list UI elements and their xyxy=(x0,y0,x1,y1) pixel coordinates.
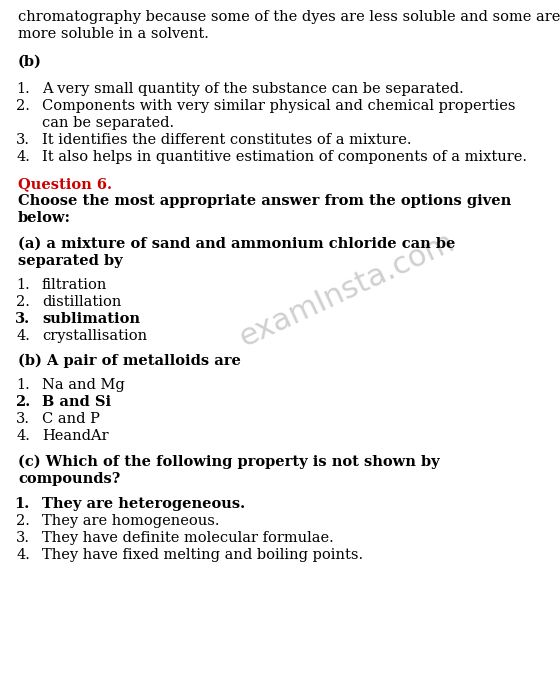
Text: 2.: 2. xyxy=(15,395,30,409)
Text: crystallisation: crystallisation xyxy=(42,329,147,343)
Text: They are heterogeneous.: They are heterogeneous. xyxy=(42,497,245,511)
Text: 1.: 1. xyxy=(15,497,30,511)
Text: examInsta.com: examInsta.com xyxy=(235,227,459,353)
Text: 1.: 1. xyxy=(16,278,30,292)
Text: separated by: separated by xyxy=(18,254,123,268)
Text: 2.: 2. xyxy=(16,99,30,113)
Text: 2.: 2. xyxy=(16,295,30,309)
Text: 3.: 3. xyxy=(16,412,30,426)
Text: 3.: 3. xyxy=(16,531,30,545)
Text: (a) a mixture of sand and ammonium chloride can be: (a) a mixture of sand and ammonium chlor… xyxy=(18,237,455,251)
Text: Question 6.: Question 6. xyxy=(18,177,112,191)
Text: They have definite molecular formulae.: They have definite molecular formulae. xyxy=(42,531,334,545)
Text: more soluble in a solvent.: more soluble in a solvent. xyxy=(18,27,209,41)
Text: They are homogeneous.: They are homogeneous. xyxy=(42,514,220,528)
Text: below:: below: xyxy=(18,211,71,225)
Text: They have fixed melting and boiling points.: They have fixed melting and boiling poin… xyxy=(42,548,363,562)
Text: (b) A pair of metalloids are: (b) A pair of metalloids are xyxy=(18,354,241,368)
Text: can be separated.: can be separated. xyxy=(42,116,174,130)
Text: HeandAr: HeandAr xyxy=(42,429,109,443)
Text: distillation: distillation xyxy=(42,295,122,309)
Text: 2.: 2. xyxy=(16,514,30,528)
Text: B and Si: B and Si xyxy=(42,395,111,409)
Text: Na and Mg: Na and Mg xyxy=(42,378,125,392)
Text: compounds?: compounds? xyxy=(18,472,120,486)
Text: It identifies the different constitutes of a mixture.: It identifies the different constitutes … xyxy=(42,133,412,147)
Text: 4.: 4. xyxy=(16,548,30,562)
Text: It also helps in quantitive estimation of components of a mixture.: It also helps in quantitive estimation o… xyxy=(42,150,527,164)
Text: filtration: filtration xyxy=(42,278,108,292)
Text: C and P: C and P xyxy=(42,412,100,426)
Text: Choose the most appropriate answer from the options given: Choose the most appropriate answer from … xyxy=(18,194,511,208)
Text: Components with very similar physical and chemical properties: Components with very similar physical an… xyxy=(42,99,516,113)
Text: (c) Which of the following property is not shown by: (c) Which of the following property is n… xyxy=(18,455,440,469)
Text: chromatography because some of the dyes are less soluble and some are: chromatography because some of the dyes … xyxy=(18,10,560,24)
Text: 4.: 4. xyxy=(16,329,30,343)
Text: 1.: 1. xyxy=(16,378,30,392)
Text: 3.: 3. xyxy=(16,133,30,147)
Text: 3.: 3. xyxy=(15,312,30,326)
Text: 4.: 4. xyxy=(16,150,30,164)
Text: A very small quantity of the substance can be separated.: A very small quantity of the substance c… xyxy=(42,82,464,96)
Text: 1.: 1. xyxy=(16,82,30,96)
Text: sublimation: sublimation xyxy=(42,312,140,326)
Text: (b): (b) xyxy=(18,55,42,69)
Text: 4.: 4. xyxy=(16,429,30,443)
